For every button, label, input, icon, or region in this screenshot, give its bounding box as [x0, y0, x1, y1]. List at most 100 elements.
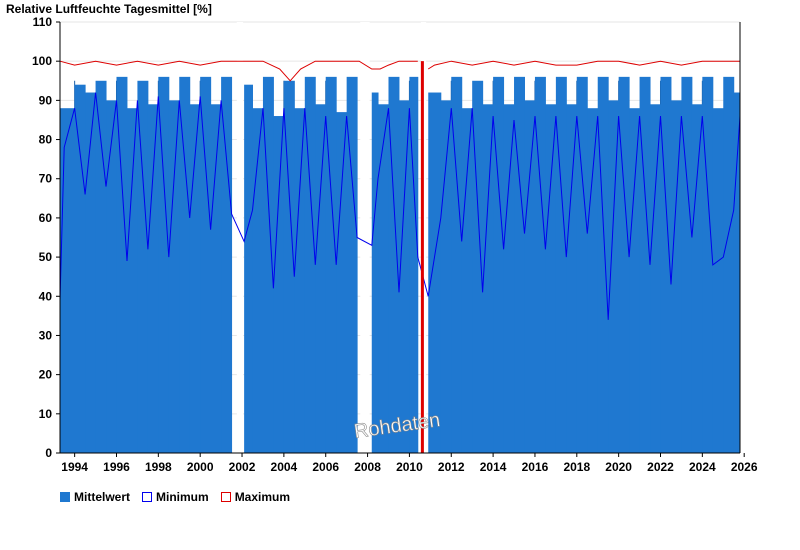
mean-bar-2 [85, 92, 97, 453]
mean-bar-51 [597, 76, 609, 453]
mean-bar-39 [472, 80, 484, 453]
tick-labels: 0 10 20 30 40 50 60 70 80 90 100 110 1994 1996 1998 200… [32, 15, 758, 474]
mean-bar-61 [702, 76, 714, 453]
data-gap-1 [360, 22, 370, 453]
axes [56, 21, 745, 457]
legend-item-mittelwert[interactable]: Mittelwert [60, 490, 130, 504]
legend-swatch-mittelwert [60, 492, 70, 502]
mean-bar-64 [733, 92, 741, 453]
x-tick-label-8: 2010 [396, 460, 423, 474]
y-tick-label-8: 80 [39, 133, 53, 147]
mean-bar-15 [221, 76, 233, 453]
mean-bar-57 [660, 76, 672, 453]
mean-bar-14 [210, 104, 222, 454]
mean-bar-36 [440, 100, 452, 453]
mean-bar-29 [371, 92, 379, 453]
y-tick-label-1: 10 [39, 407, 53, 421]
chart-title: Relative Luftfeuchte Tagesmittel [%] [6, 2, 212, 16]
y-tick-label-0: 0 [45, 446, 52, 460]
series-line-maximum [427, 60, 740, 70]
x-tick-label-7: 2008 [354, 460, 381, 474]
legend-item-maximum[interactable]: Maximum [220, 490, 291, 504]
y-tick-label-7: 70 [39, 172, 53, 186]
mean-bar-23 [304, 76, 316, 453]
mean-bar-49 [576, 76, 588, 453]
x-tick-label-1: 1996 [103, 460, 130, 474]
mean-bar-27 [346, 76, 358, 453]
y-tick-label-2: 20 [39, 368, 53, 382]
series-lines [59, 60, 741, 453]
mean-bar-56 [650, 104, 661, 454]
x-tick-label-16: 2026 [731, 460, 758, 474]
mean-bar-47 [555, 76, 567, 453]
mean-bar-44 [524, 100, 536, 453]
x-tick-label-3: 2000 [187, 460, 214, 474]
mean-bar-18 [252, 108, 264, 453]
mean-bars [60, 76, 741, 454]
mean-bar-26 [336, 112, 348, 454]
mean-bar-55 [639, 76, 651, 453]
mean-bar-52 [608, 100, 620, 453]
mean-bar-3 [95, 80, 107, 453]
mean-bar-38 [461, 108, 473, 453]
mean-bar-9 [158, 76, 170, 453]
mean-bar-50 [587, 108, 599, 453]
x-tick-label-12: 2018 [563, 460, 590, 474]
x-tick-label-5: 2004 [271, 460, 298, 474]
mean-bar-43 [514, 76, 525, 453]
mean-bar-59 [681, 76, 693, 453]
x-tick-label-10: 2014 [480, 460, 507, 474]
mean-bar-31 [388, 76, 400, 453]
mean-bar-33 [409, 76, 419, 453]
y-tick-label-3: 30 [39, 328, 53, 342]
x-tick-label-6: 2006 [312, 460, 339, 474]
x-tick-label-9: 2012 [438, 460, 465, 474]
x-tick-label-4: 2002 [229, 460, 256, 474]
legend-label-maximum: Maximum [234, 490, 291, 504]
data-gap-0 [236, 22, 244, 453]
mean-bar-8 [147, 104, 159, 454]
mean-bar-62 [712, 108, 724, 453]
mean-bar-17 [244, 84, 253, 453]
y-tick-label-9: 90 [39, 93, 53, 107]
mean-bar-58 [670, 100, 682, 453]
mean-bar-20 [273, 116, 285, 453]
y-tick-label-4: 40 [39, 289, 53, 303]
mean-bar-0 [60, 108, 76, 453]
mean-bar-1 [74, 84, 86, 453]
mean-bar-6 [126, 108, 138, 453]
y-tick-label-6: 60 [39, 211, 53, 225]
mean-bar-21 [283, 80, 295, 453]
mean-bar-63 [723, 76, 735, 453]
legend-label-minimum: Minimum [156, 490, 209, 504]
x-tick-label-13: 2020 [605, 460, 632, 474]
mean-bar-4 [106, 100, 117, 453]
legend-swatch-minimum [142, 492, 153, 502]
mean-bar-48 [566, 104, 578, 454]
mean-bar-54 [629, 108, 641, 453]
legend-item-minimum[interactable]: Minimum [142, 490, 209, 504]
x-tick-label-11: 2016 [522, 460, 549, 474]
mean-bar-5 [116, 76, 128, 453]
mean-bar-40 [482, 104, 494, 454]
mean-bar-11 [179, 76, 191, 453]
mean-bar-13 [200, 76, 212, 453]
mean-bar-22 [294, 108, 306, 453]
legend: Mittelwert Minimum Maximum [60, 490, 290, 504]
mean-bar-10 [168, 100, 180, 453]
mean-bar-25 [325, 76, 337, 453]
y-tick-label-5: 50 [39, 250, 53, 264]
mean-bar-45 [534, 76, 546, 453]
series-line-minimum [59, 92, 741, 320]
mean-bar-19 [262, 76, 274, 453]
mean-bar-41 [493, 76, 505, 453]
mean-bar-35 [428, 92, 442, 453]
x-tick-label-15: 2024 [689, 460, 716, 474]
mean-bar-60 [691, 104, 703, 454]
mean-bar-46 [545, 104, 557, 454]
y-tick-label-11: 110 [33, 15, 53, 29]
y-tick-label-10: 100 [32, 54, 52, 68]
mean-bar-24 [315, 104, 327, 454]
mean-bar-37 [451, 76, 463, 453]
